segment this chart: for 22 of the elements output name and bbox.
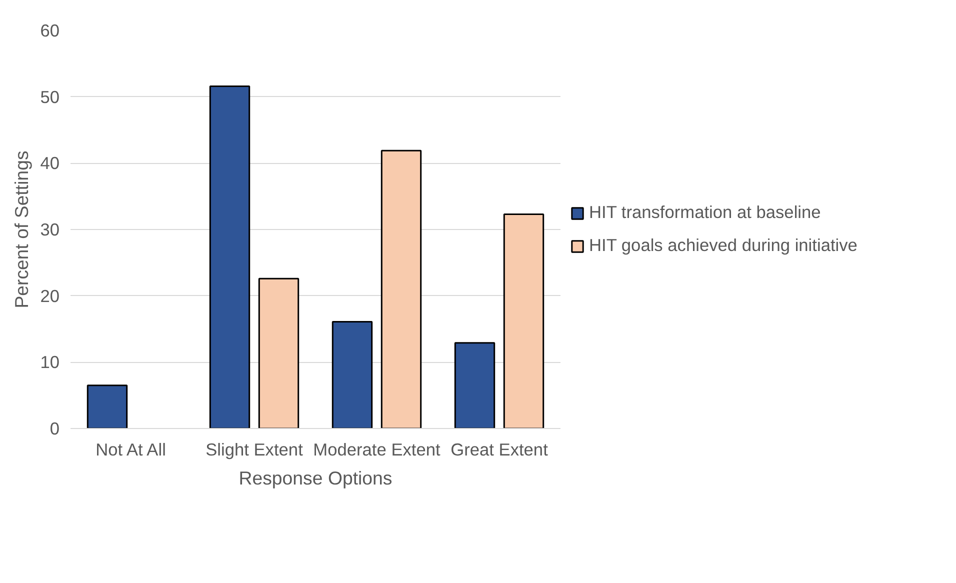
bar [332, 320, 373, 428]
x-tick-label: Moderate Extent [313, 440, 441, 460]
bar [209, 85, 250, 428]
legend-label: HIT transformation at baseline [589, 202, 821, 223]
bar [86, 384, 128, 428]
x-tick-label: Slight Extent [206, 440, 304, 460]
bar [258, 278, 300, 428]
y-tick-label: 40 [40, 153, 60, 174]
bar [454, 342, 496, 428]
y-tick-label: 30 [40, 220, 60, 240]
bar [380, 150, 422, 428]
y-tick-label: 0 [50, 418, 60, 438]
y-tick-label: 10 [40, 352, 60, 372]
y-tick-label: 20 [40, 286, 60, 306]
legend-label: HIT goals achieved during initiative [589, 235, 858, 256]
x-tick-label: Great Extent [450, 440, 548, 460]
y-tick-label: 50 [40, 86, 60, 107]
x-tick-label: Not At All [96, 440, 166, 460]
y-axis-title: Percent of Settings [11, 150, 32, 308]
bar [503, 213, 544, 428]
x-axis-title: Response Options [238, 468, 392, 488]
y-tick-label: 60 [40, 20, 60, 40]
